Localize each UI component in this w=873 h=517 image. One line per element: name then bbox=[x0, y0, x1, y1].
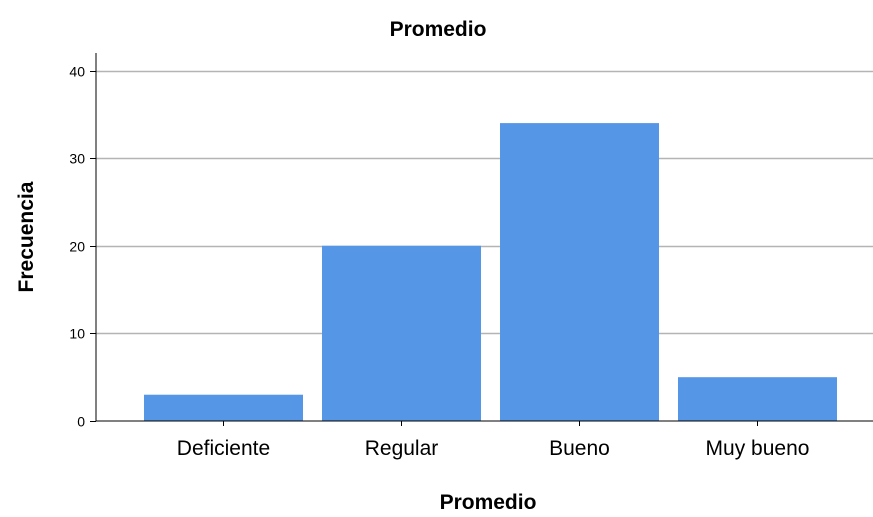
bar-bueno bbox=[500, 123, 659, 421]
x-tick-label: Regular bbox=[365, 437, 439, 460]
y-tick-label: 40 bbox=[69, 64, 85, 80]
axes bbox=[95, 53, 873, 422]
bar-muy-bueno bbox=[678, 377, 837, 421]
y-tick-label: 20 bbox=[69, 239, 85, 255]
y-ticks: 0 10 20 30 40 bbox=[69, 64, 96, 430]
x-tick-label: Muy bueno bbox=[706, 437, 810, 460]
x-ticks: Deficiente Regular Bueno Muy bueno bbox=[177, 421, 810, 460]
bar-deficiente bbox=[144, 394, 303, 421]
gridlines bbox=[96, 70, 873, 335]
y-tick-label: 30 bbox=[69, 151, 85, 167]
x-axis-title: Promedio bbox=[440, 491, 537, 514]
bars bbox=[144, 123, 837, 421]
y-tick-label: 0 bbox=[77, 414, 85, 430]
chart-title: Promedio bbox=[390, 18, 487, 41]
x-tick-label: Bueno bbox=[549, 437, 610, 460]
bar-regular bbox=[322, 245, 481, 421]
x-tick-label: Deficiente bbox=[177, 437, 270, 460]
y-tick-label: 10 bbox=[69, 326, 85, 342]
y-axis-title: Frecuencia bbox=[15, 181, 38, 292]
